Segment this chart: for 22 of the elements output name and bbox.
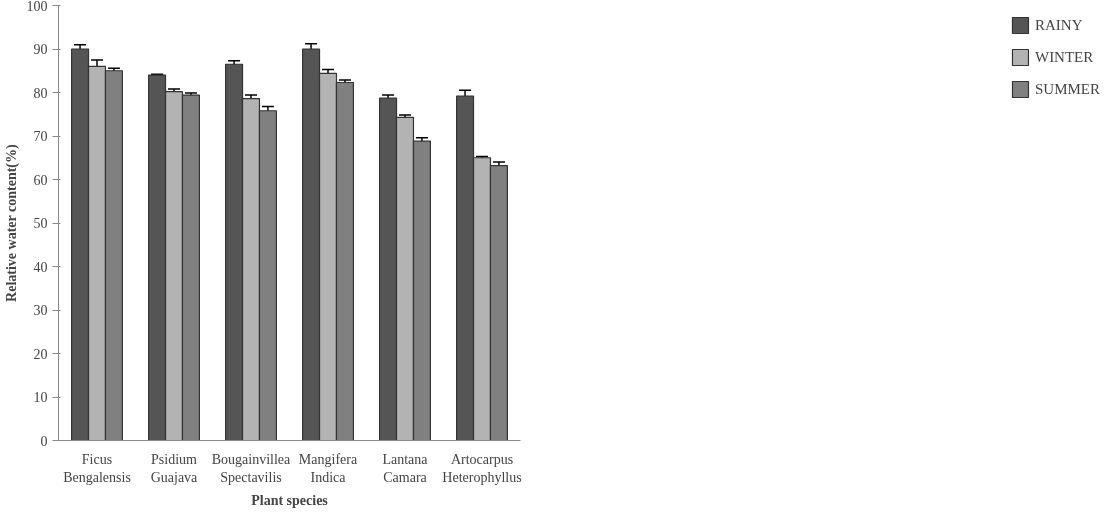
y-tick-label: 40 [33,259,48,275]
x-tick-label: Bougainvillea Spectavilis [211,451,292,485]
y-tick-label: 90 [33,42,48,57]
y-tick-label: 70 [33,129,48,144]
y-tick-label: 100 [26,0,48,14]
y-tick-label: 0 [40,433,48,449]
y-tick-label: 60 [33,172,48,188]
x-tick-label: Mangifera Indica [298,451,358,485]
x-axis-title: Plant species [251,492,329,508]
y-axis-title: Relative water content(%) [3,144,20,302]
y-tick-label: 80 [33,85,48,101]
y-tick-label: 50 [33,216,48,231]
legend-label: SUMMER [1034,80,1100,98]
legend-label: WINTER [1034,48,1094,66]
x-tick-label: Ficus Bengalensis [63,451,131,485]
y-tick-label: 10 [33,390,48,405]
x-tick-label: Artocarpus Heterophyllus [442,451,522,485]
y-tick-label: 20 [33,346,48,362]
legend-label: RAINY [1034,16,1083,34]
x-tick-label: Psidium Guajava [150,451,199,485]
x-tick-label: Lantana Camara [382,451,429,485]
y-tick-label: 30 [33,303,48,318]
